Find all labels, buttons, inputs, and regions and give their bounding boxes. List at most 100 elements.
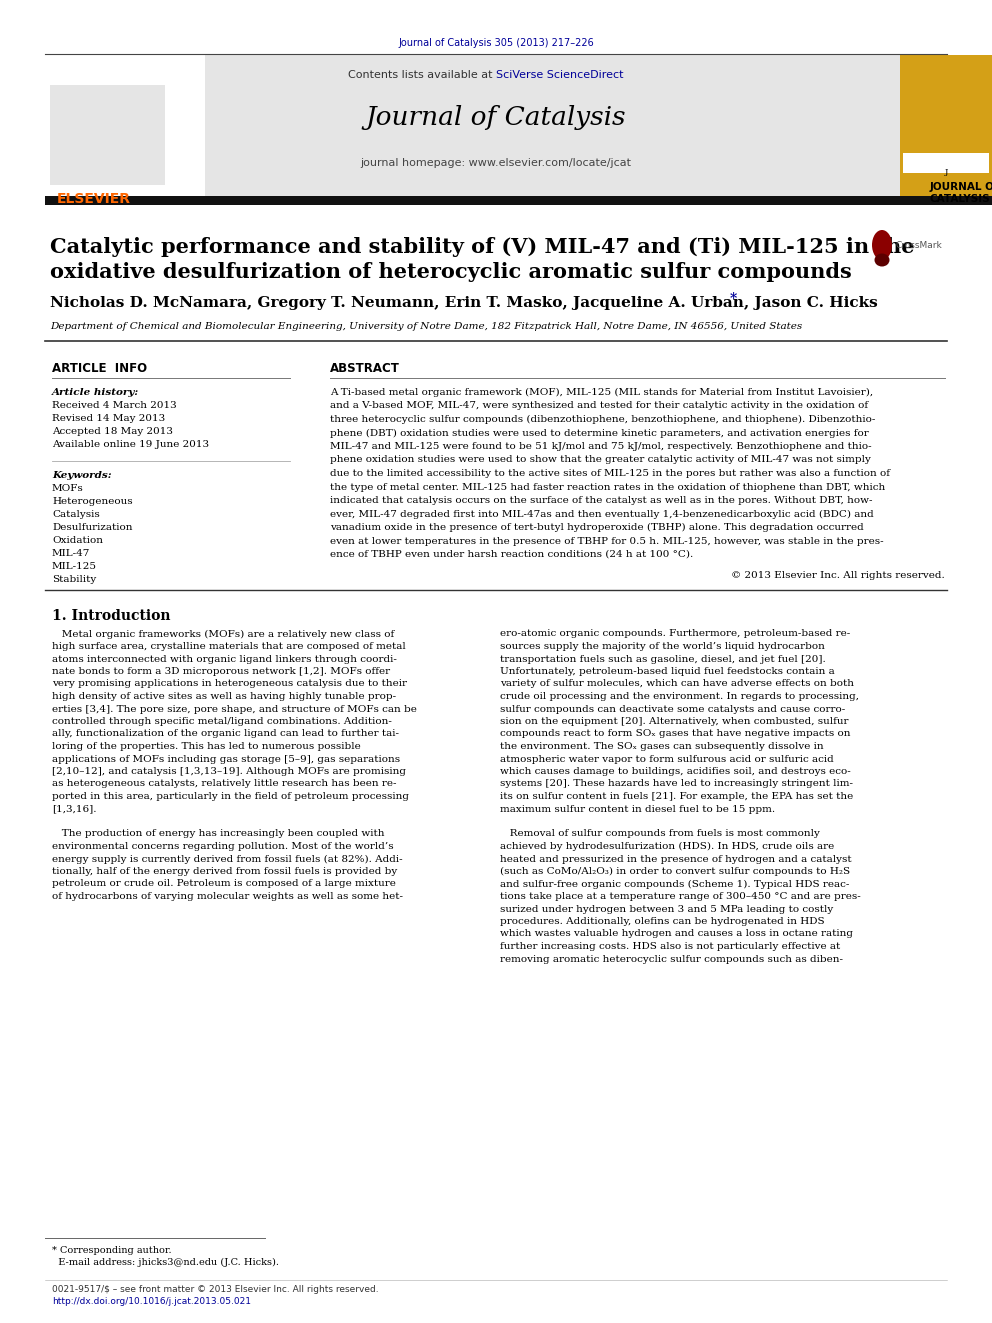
Text: tions take place at a temperature range of 300–450 °C and are pres-: tions take place at a temperature range … — [500, 892, 861, 901]
Text: its on sulfur content in fuels [21]. For example, the EPA has set the: its on sulfur content in fuels [21]. For… — [500, 792, 853, 800]
Text: sulfur compounds can deactivate some catalysts and cause corro-: sulfur compounds can deactivate some cat… — [500, 705, 845, 713]
Text: Unfortunately, petroleum-based liquid fuel feedstocks contain a: Unfortunately, petroleum-based liquid fu… — [500, 667, 834, 676]
Text: (such as CoMo/Al₂O₃) in order to convert sulfur compounds to H₂S: (such as CoMo/Al₂O₃) in order to convert… — [500, 867, 850, 876]
Text: phene (DBT) oxidation studies were used to determine kinetic parameters, and act: phene (DBT) oxidation studies were used … — [330, 429, 869, 438]
Text: three heterocyclic sulfur compounds (dibenzothiophene, benzothiophene, and thiop: three heterocyclic sulfur compounds (dib… — [330, 415, 875, 425]
Text: ABSTRACT: ABSTRACT — [330, 363, 400, 374]
Text: 0021-9517/$ – see front matter © 2013 Elsevier Inc. All rights reserved.: 0021-9517/$ – see front matter © 2013 El… — [52, 1285, 379, 1294]
Text: journal homepage: www.elsevier.com/locate/jcat: journal homepage: www.elsevier.com/locat… — [360, 157, 632, 168]
Text: indicated that catalysis occurs on the surface of the catalyst as well as in the: indicated that catalysis occurs on the s… — [330, 496, 873, 505]
Text: ence of TBHP even under harsh reaction conditions (24 h at 100 °C).: ence of TBHP even under harsh reaction c… — [330, 550, 693, 560]
Text: CrossMark: CrossMark — [896, 241, 942, 250]
Text: E-mail address: jhicks3@nd.edu (J.C. Hicks).: E-mail address: jhicks3@nd.edu (J.C. Hic… — [52, 1258, 279, 1267]
Text: Keywords:: Keywords: — [52, 471, 112, 480]
Text: The production of energy has increasingly been coupled with: The production of energy has increasingl… — [52, 830, 385, 839]
Bar — [50, 85, 165, 185]
Text: compounds react to form SOₓ gases that have negative impacts on: compounds react to form SOₓ gases that h… — [500, 729, 850, 738]
Text: high surface area, crystalline materials that are composed of metal: high surface area, crystalline materials… — [52, 642, 406, 651]
Text: ELSEVIER: ELSEVIER — [57, 192, 131, 206]
Bar — [45, 56, 900, 200]
Text: [1,3,16].: [1,3,16]. — [52, 804, 96, 814]
Text: oxidative desulfurization of heterocyclic aromatic sulfur compounds: oxidative desulfurization of heterocycli… — [50, 262, 852, 282]
Text: Desulfurization: Desulfurization — [52, 523, 133, 532]
Text: Heterogeneous: Heterogeneous — [52, 497, 133, 505]
Text: further increasing costs. HDS also is not particularly effective at: further increasing costs. HDS also is no… — [500, 942, 840, 951]
Text: ported in this area, particularly in the field of petroleum processing: ported in this area, particularly in the… — [52, 792, 409, 800]
Ellipse shape — [875, 254, 890, 266]
Text: due to the limited accessibility to the active sites of MIL-125 in the pores but: due to the limited accessibility to the … — [330, 468, 890, 478]
Bar — [45, 196, 992, 205]
Text: ARTICLE  INFO: ARTICLE INFO — [52, 363, 147, 374]
Text: * Corresponding author.: * Corresponding author. — [52, 1246, 172, 1256]
Text: Received 4 March 2013: Received 4 March 2013 — [52, 401, 177, 410]
Text: sion on the equipment [20]. Alternatively, when combusted, sulfur: sion on the equipment [20]. Alternativel… — [500, 717, 848, 726]
Text: Catalysis: Catalysis — [52, 509, 100, 519]
Text: phene oxidation studies were used to show that the greater catalytic activity of: phene oxidation studies were used to sho… — [330, 455, 871, 464]
Text: petroleum or crude oil. Petroleum is composed of a large mixture: petroleum or crude oil. Petroleum is com… — [52, 880, 396, 889]
Text: as heterogeneous catalysts, relatively little research has been re-: as heterogeneous catalysts, relatively l… — [52, 779, 397, 789]
Text: Available online 19 June 2013: Available online 19 June 2013 — [52, 441, 209, 448]
Text: Department of Chemical and Biomolecular Engineering, University of Notre Dame, 1: Department of Chemical and Biomolecular … — [50, 321, 803, 331]
Text: Article history:: Article history: — [52, 388, 139, 397]
Ellipse shape — [872, 230, 892, 261]
Text: even at lower temperatures in the presence of TBHP for 0.5 h. MIL-125, however, : even at lower temperatures in the presen… — [330, 537, 884, 545]
Text: Accepted 18 May 2013: Accepted 18 May 2013 — [52, 427, 173, 437]
Text: transportation fuels such as gasoline, diesel, and jet fuel [20].: transportation fuels such as gasoline, d… — [500, 655, 825, 664]
Text: http://dx.doi.org/10.1016/j.jcat.2013.05.021: http://dx.doi.org/10.1016/j.jcat.2013.05… — [52, 1297, 251, 1306]
Text: the environment. The SOₓ gases can subsequently dissolve in: the environment. The SOₓ gases can subse… — [500, 742, 823, 751]
Text: MIL-47: MIL-47 — [52, 549, 90, 558]
Bar — [903, 153, 989, 173]
Text: applications of MOFs including gas storage [5–9], gas separations: applications of MOFs including gas stora… — [52, 754, 400, 763]
Text: Journal of Catalysis: Journal of Catalysis — [366, 105, 626, 130]
Text: achieved by hydrodesulfurization (HDS). In HDS, crude oils are: achieved by hydrodesulfurization (HDS). … — [500, 841, 834, 851]
Text: JOURNAL OF
CATALYSIS: JOURNAL OF CATALYSIS — [930, 183, 992, 204]
Text: procedures. Additionally, olefins can be hydrogenated in HDS: procedures. Additionally, olefins can be… — [500, 917, 824, 926]
Bar — [45, 56, 205, 200]
Text: ero-atomic organic compounds. Furthermore, petroleum-based re-: ero-atomic organic compounds. Furthermor… — [500, 630, 850, 639]
Text: SciVerse ScienceDirect: SciVerse ScienceDirect — [496, 70, 624, 79]
Text: Stability: Stability — [52, 576, 96, 583]
Text: A Ti-based metal organic framework (MOF), MIL-125 (MIL stands for Material from : A Ti-based metal organic framework (MOF)… — [330, 388, 873, 397]
Text: the type of metal center. MIL-125 had faster reaction rates in the oxidation of : the type of metal center. MIL-125 had fa… — [330, 483, 885, 492]
Text: Contents lists available at: Contents lists available at — [348, 70, 496, 79]
Text: controlled through specific metal/ligand combinations. Addition-: controlled through specific metal/ligand… — [52, 717, 392, 726]
Text: © 2013 Elsevier Inc. All rights reserved.: © 2013 Elsevier Inc. All rights reserved… — [731, 572, 945, 581]
Text: Revised 14 May 2013: Revised 14 May 2013 — [52, 414, 166, 423]
Text: nate bonds to form a 3D microporous network [1,2]. MOFs offer: nate bonds to form a 3D microporous netw… — [52, 667, 390, 676]
Text: and a V-based MOF, MIL-47, were synthesized and tested for their catalytic activ: and a V-based MOF, MIL-47, were synthesi… — [330, 401, 868, 410]
Text: which wastes valuable hydrogen and causes a loss in octane rating: which wastes valuable hydrogen and cause… — [500, 930, 853, 938]
Text: Metal organic frameworks (MOFs) are a relatively new class of: Metal organic frameworks (MOFs) are a re… — [52, 630, 394, 639]
Text: systems [20]. These hazards have led to increasingly stringent lim-: systems [20]. These hazards have led to … — [500, 779, 853, 789]
Text: removing aromatic heterocyclic sulfur compounds such as diben-: removing aromatic heterocyclic sulfur co… — [500, 954, 843, 963]
Text: Nicholas D. McNamara, Gregory T. Neumann, Erin T. Masko, Jacqueline A. Urban, Ja: Nicholas D. McNamara, Gregory T. Neumann… — [50, 296, 878, 310]
Text: atoms interconnected with organic ligand linkers through coordi-: atoms interconnected with organic ligand… — [52, 655, 397, 664]
Text: variety of sulfur molecules, which can have adverse effects on both: variety of sulfur molecules, which can h… — [500, 680, 854, 688]
Text: [2,10–12], and catalysis [1,3,13–19]. Although MOFs are promising: [2,10–12], and catalysis [1,3,13–19]. Al… — [52, 767, 406, 777]
Text: energy supply is currently derived from fossil fuels (at 82%). Addi-: energy supply is currently derived from … — [52, 855, 403, 864]
Text: MIL-125: MIL-125 — [52, 562, 97, 572]
Text: crude oil processing and the environment. In regards to processing,: crude oil processing and the environment… — [500, 692, 859, 701]
Text: ally, functionalization of the organic ligand can lead to further tai-: ally, functionalization of the organic l… — [52, 729, 399, 738]
Text: erties [3,4]. The pore size, pore shape, and structure of MOFs can be: erties [3,4]. The pore size, pore shape,… — [52, 705, 417, 713]
Text: vanadium oxide in the presence of tert-butyl hydroperoxide (TBHP) alone. This de: vanadium oxide in the presence of tert-b… — [330, 523, 864, 532]
Text: maximum sulfur content in diesel fuel to be 15 ppm.: maximum sulfur content in diesel fuel to… — [500, 804, 775, 814]
Text: atmospheric water vapor to form sulfurous acid or sulfuric acid: atmospheric water vapor to form sulfurou… — [500, 754, 833, 763]
Text: MIL-47 and MIL-125 were found to be 51 kJ/mol and 75 kJ/mol, respectively. Benzo: MIL-47 and MIL-125 were found to be 51 k… — [330, 442, 872, 451]
Text: and sulfur-free organic compounds (Scheme 1). Typical HDS reac-: and sulfur-free organic compounds (Schem… — [500, 880, 849, 889]
Text: tionally, half of the energy derived from fossil fuels is provided by: tionally, half of the energy derived fro… — [52, 867, 397, 876]
Text: Removal of sulfur compounds from fuels is most commonly: Removal of sulfur compounds from fuels i… — [500, 830, 819, 839]
Text: loring of the properties. This has led to numerous possible: loring of the properties. This has led t… — [52, 742, 361, 751]
Text: ever, MIL-47 degraded first into MIL-47as and then eventually 1,4-benzenedicarbo: ever, MIL-47 degraded first into MIL-47a… — [330, 509, 874, 519]
Text: Oxidation: Oxidation — [52, 536, 103, 545]
Text: Journal of Catalysis 305 (2013) 217–226: Journal of Catalysis 305 (2013) 217–226 — [398, 38, 594, 48]
Text: which causes damage to buildings, acidifies soil, and destroys eco-: which causes damage to buildings, acidif… — [500, 767, 851, 777]
Text: MOFs: MOFs — [52, 484, 83, 493]
Text: 1. Introduction: 1. Introduction — [52, 610, 171, 623]
Text: very promising applications in heterogeneous catalysis due to their: very promising applications in heterogen… — [52, 680, 407, 688]
Text: Catalytic performance and stability of (V) MIL-47 and (Ti) MIL-125 in the: Catalytic performance and stability of (… — [50, 237, 915, 257]
Text: sources supply the majority of the world’s liquid hydrocarbon: sources supply the majority of the world… — [500, 642, 825, 651]
Text: heated and pressurized in the presence of hydrogen and a catalyst: heated and pressurized in the presence o… — [500, 855, 851, 864]
Bar — [900, 56, 992, 200]
Text: surized under hydrogen between 3 and 5 MPa leading to costly: surized under hydrogen between 3 and 5 M… — [500, 905, 833, 913]
Text: *: * — [730, 292, 737, 306]
